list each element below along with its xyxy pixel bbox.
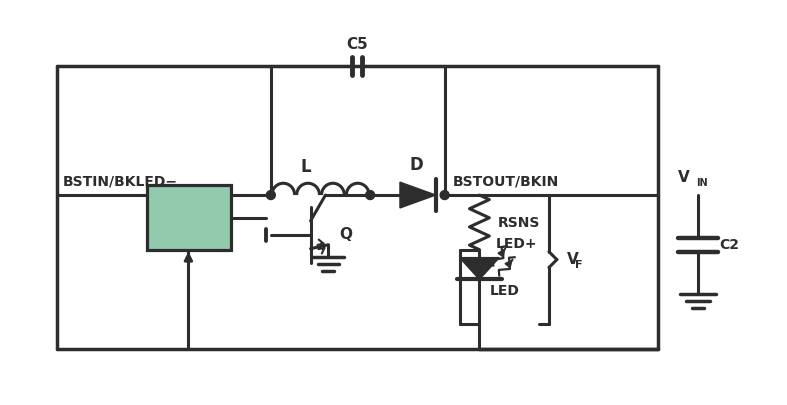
Text: PWM: PWM (165, 209, 212, 227)
Text: D: D (410, 156, 423, 174)
Circle shape (366, 191, 375, 200)
Text: C5: C5 (346, 36, 368, 51)
Text: V: V (678, 170, 690, 185)
FancyBboxPatch shape (146, 185, 231, 249)
Text: RSNS: RSNS (497, 216, 540, 230)
Circle shape (266, 191, 275, 200)
Text: BSTOUT/BKIN: BSTOUT/BKIN (453, 174, 559, 188)
Text: Q: Q (339, 227, 352, 242)
Text: V: V (567, 252, 578, 267)
Circle shape (440, 191, 449, 200)
Text: BSTIN/BKLED−: BSTIN/BKLED− (62, 174, 177, 188)
Text: LED+: LED+ (495, 237, 537, 251)
Text: IN: IN (696, 178, 708, 188)
Text: C2: C2 (720, 238, 740, 252)
Polygon shape (460, 258, 499, 279)
Text: F: F (575, 260, 582, 270)
Text: LED: LED (490, 284, 519, 298)
Polygon shape (400, 182, 436, 208)
Text: L: L (301, 158, 311, 176)
